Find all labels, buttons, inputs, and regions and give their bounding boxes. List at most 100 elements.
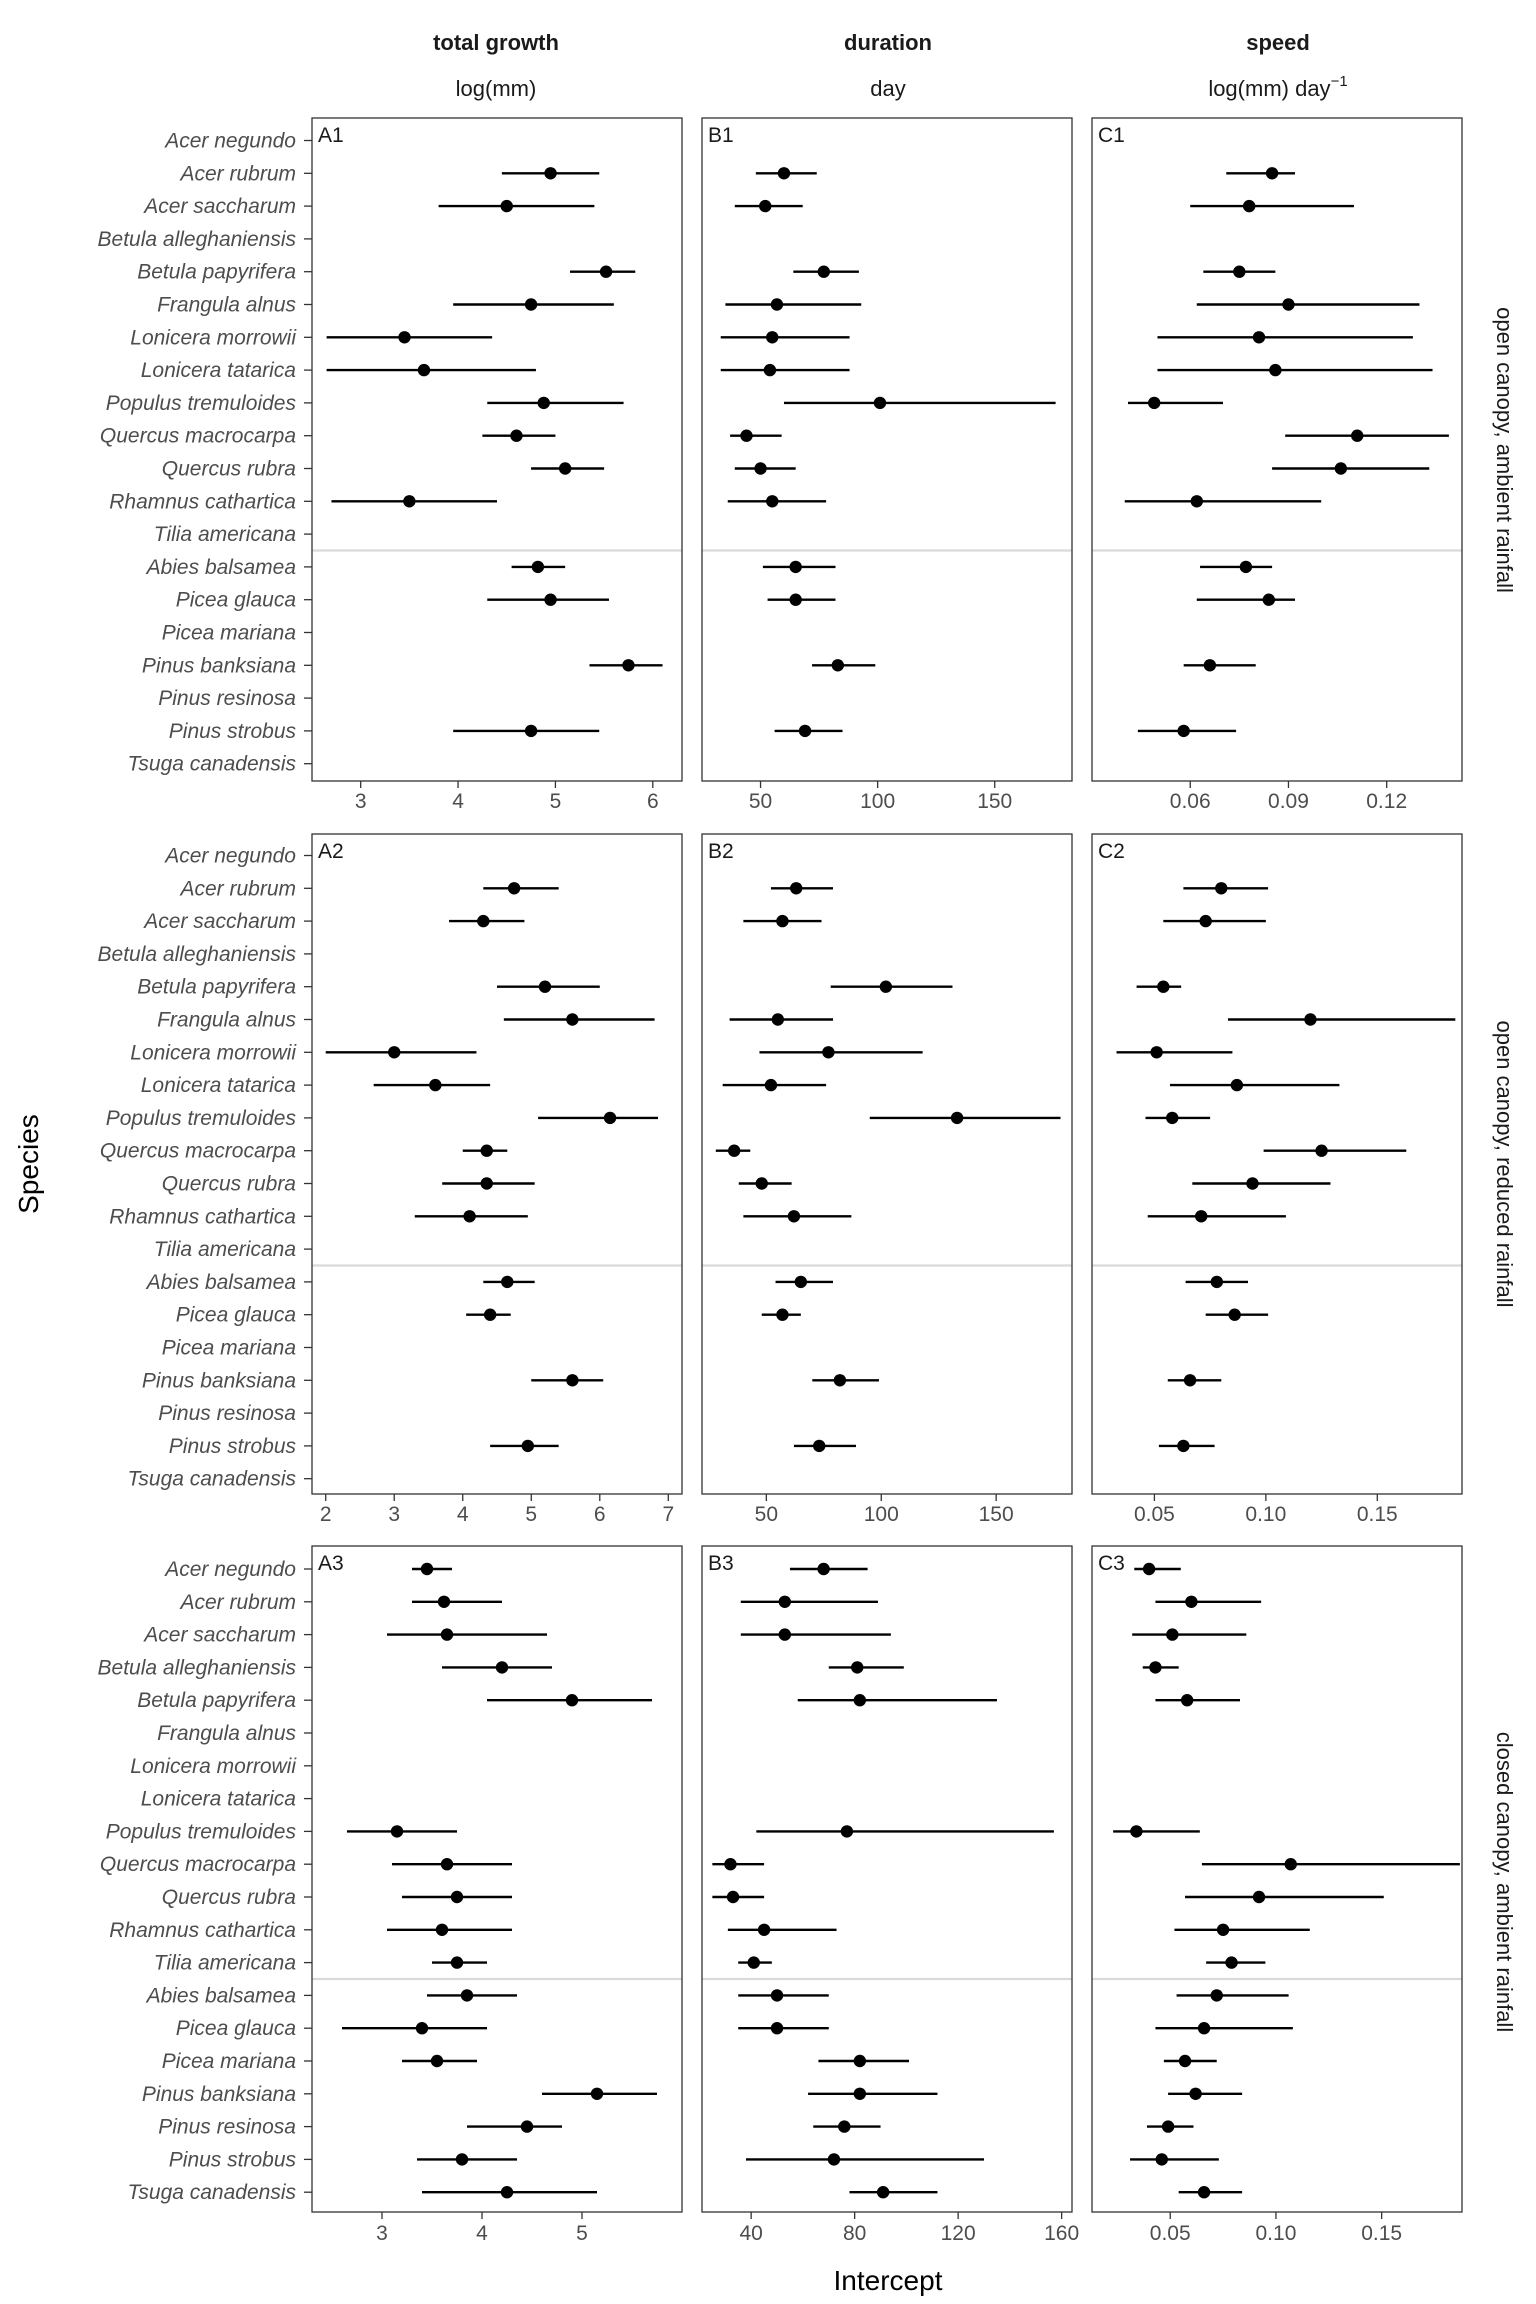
species-label: Acer rubrum (178, 1591, 296, 1614)
estimate-point (873, 396, 887, 410)
species-label: Pinus banksiana (142, 654, 296, 677)
estimate-point (1203, 659, 1217, 672)
estimate-point (1246, 1177, 1259, 1190)
species-label: Acer negundo (163, 845, 296, 868)
species-label: Populus tremuloides (106, 1107, 297, 1130)
species-label: Tsuga canadensis (127, 2181, 296, 2204)
estimate-point (603, 1111, 617, 1125)
x-tick-label: 50 (755, 1503, 778, 1526)
x-tick-label: 100 (864, 1503, 899, 1526)
species-label: Betula papyrifera (137, 1689, 296, 1712)
estimate-point (778, 1628, 791, 1641)
col-unit-speed-base: log(mm) day (1208, 76, 1330, 101)
estimate-point (538, 980, 552, 993)
species-label: Frangula alnus (157, 1009, 296, 1032)
species-label: Pinus resinosa (158, 2116, 296, 2139)
species-label: Lonicera tatarica (141, 359, 296, 382)
estimate-point (770, 1989, 784, 2002)
x-tick-label: 4 (476, 2222, 488, 2245)
estimate-point (403, 495, 416, 508)
estimate-point (1269, 363, 1282, 377)
species-label: Quercus rubra (162, 1173, 296, 1196)
estimate-point (1197, 2022, 1211, 2035)
strip-label-row-3: closed canopy, ambient rainfall (1492, 1732, 1517, 2032)
estimate-point (483, 1308, 497, 1321)
species-label: Picea mariana (162, 1337, 296, 1360)
species-label: Lonicera morrowii (130, 326, 297, 349)
species-label: Acer negundo (163, 130, 296, 153)
x-tick-label: 150 (977, 790, 1012, 813)
species-label: Betula alleghaniensis (98, 228, 297, 251)
panel-label: B3 (708, 1552, 734, 1575)
x-tick-label: 0.05 (1134, 1503, 1175, 1526)
estimate-point (747, 1956, 760, 1969)
species-label: Betula papyrifera (137, 976, 296, 999)
estimate-point (777, 167, 791, 180)
estimate-point (1210, 1989, 1223, 2002)
estimate-point (1130, 1825, 1143, 1838)
estimate-point (950, 1111, 964, 1125)
estimate-point (1282, 298, 1295, 311)
species-label: Rhamnus cathartica (109, 490, 296, 513)
species-label: Tsuga canadensis (127, 1468, 296, 1491)
estimate-point (763, 363, 777, 377)
species-label: Pinus resinosa (158, 687, 296, 710)
estimate-point (1351, 429, 1364, 442)
species-label: Quercus rubra (162, 1886, 296, 1909)
panel-frame (701, 1545, 1073, 2213)
estimate-point (1228, 1308, 1241, 1321)
species-label: Abies balsamea (145, 1271, 296, 1294)
col-unit-total-growth: log(mm) (456, 76, 537, 101)
estimate-point (1157, 980, 1170, 993)
estimate-point (415, 2022, 429, 2035)
estimate-point (520, 2120, 534, 2133)
species-label: Pinus banksiana (142, 2083, 296, 2106)
estimate-point (1252, 331, 1266, 344)
species-label: Betula alleghaniensis (98, 1656, 297, 1679)
estimate-point (440, 1858, 454, 1871)
estimate-point (817, 265, 830, 278)
panel-label: C3 (1098, 1552, 1125, 1575)
species-label: Populus tremuloides (106, 1820, 297, 1843)
species-label: Lonicera tatarica (141, 1074, 296, 1097)
estimate-point (440, 1628, 454, 1641)
x-tick-label: 3 (376, 2222, 388, 2245)
estimate-point (1177, 724, 1190, 738)
estimate-point (460, 1989, 474, 2002)
estimate-point (1242, 199, 1256, 213)
estimate-point (500, 2186, 514, 2199)
estimate-point (776, 914, 789, 928)
estimate-point (450, 1890, 464, 1904)
estimate-point (1185, 1595, 1198, 1609)
estimate-point (771, 1013, 785, 1026)
estimate-point (1142, 1562, 1156, 1576)
x-tick-label: 3 (355, 790, 367, 813)
species-label: Rhamnus cathartica (109, 1919, 296, 1942)
estimate-point (798, 724, 812, 738)
species-label: Quercus macrocarpa (100, 425, 296, 448)
estimate-point (480, 1144, 493, 1157)
estimate-point (1183, 1374, 1197, 1387)
x-tick-label: 80 (843, 2222, 866, 2245)
estimate-point (1190, 495, 1203, 508)
estimate-point (1230, 1078, 1244, 1092)
x-tick-label: 50 (749, 790, 772, 813)
estimate-point (463, 1210, 476, 1223)
estimate-point (827, 2153, 841, 2166)
species-label: Tilia americana (154, 523, 296, 546)
estimate-point (1166, 1628, 1179, 1641)
species-label: Lonicera tatarica (141, 1788, 296, 1811)
species-label: Tilia americana (154, 1952, 296, 1975)
estimate-point (754, 462, 767, 475)
x-tick-label: 6 (647, 790, 659, 813)
estimate-point (1262, 593, 1276, 606)
panel-frame (701, 833, 1073, 1495)
species-label: Pinus strobus (169, 2148, 297, 2171)
estimate-point (429, 1078, 442, 1092)
estimate-point (590, 2087, 604, 2100)
estimate-point (622, 659, 635, 672)
panel-label: C2 (1098, 840, 1125, 863)
x-tick-label: 2 (320, 1503, 332, 1526)
col-title-total-growth: total growth (433, 30, 559, 55)
estimate-point (495, 1661, 509, 1674)
